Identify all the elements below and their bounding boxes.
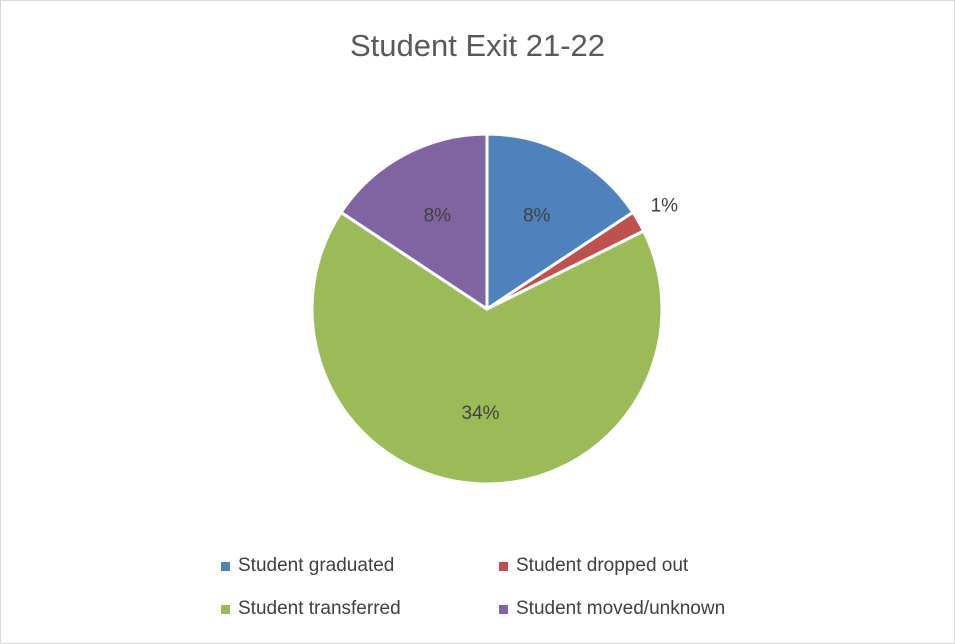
- data-label-dropped-out: 1%: [651, 196, 679, 217]
- data-label-moved-unknown: 8%: [424, 206, 452, 227]
- legend-label-moved-unknown: Student moved/unknown: [516, 598, 726, 619]
- legend-item-transferred: Student transferred: [221, 598, 401, 620]
- data-label-transferred: 34%: [462, 403, 500, 424]
- legend-swatch-moved-unknown: [499, 604, 508, 614]
- legend-swatch-transferred: [221, 604, 230, 614]
- legend-item-graduated: Student graduated: [221, 555, 394, 577]
- legend-item-moved-unknown: Student moved/unknown: [499, 598, 725, 620]
- legend-label-dropped-out: Student dropped out: [516, 555, 689, 576]
- pie-slice-moved-unknown: [339, 132, 489, 311]
- legend-swatch-dropped-out: [499, 561, 508, 571]
- legend-item-dropped-out: Student dropped out: [499, 555, 688, 577]
- legend-swatch-graduated: [221, 561, 230, 571]
- data-label-graduated: 8%: [523, 206, 551, 227]
- legend-label-transferred: Student transferred: [238, 598, 401, 619]
- pie-slice-graduated: [485, 132, 635, 311]
- pie-slice-transferred: [310, 210, 664, 486]
- chart-title: Student Exit 21-22: [349, 28, 606, 63]
- legend-label-graduated: Student graduated: [238, 555, 395, 576]
